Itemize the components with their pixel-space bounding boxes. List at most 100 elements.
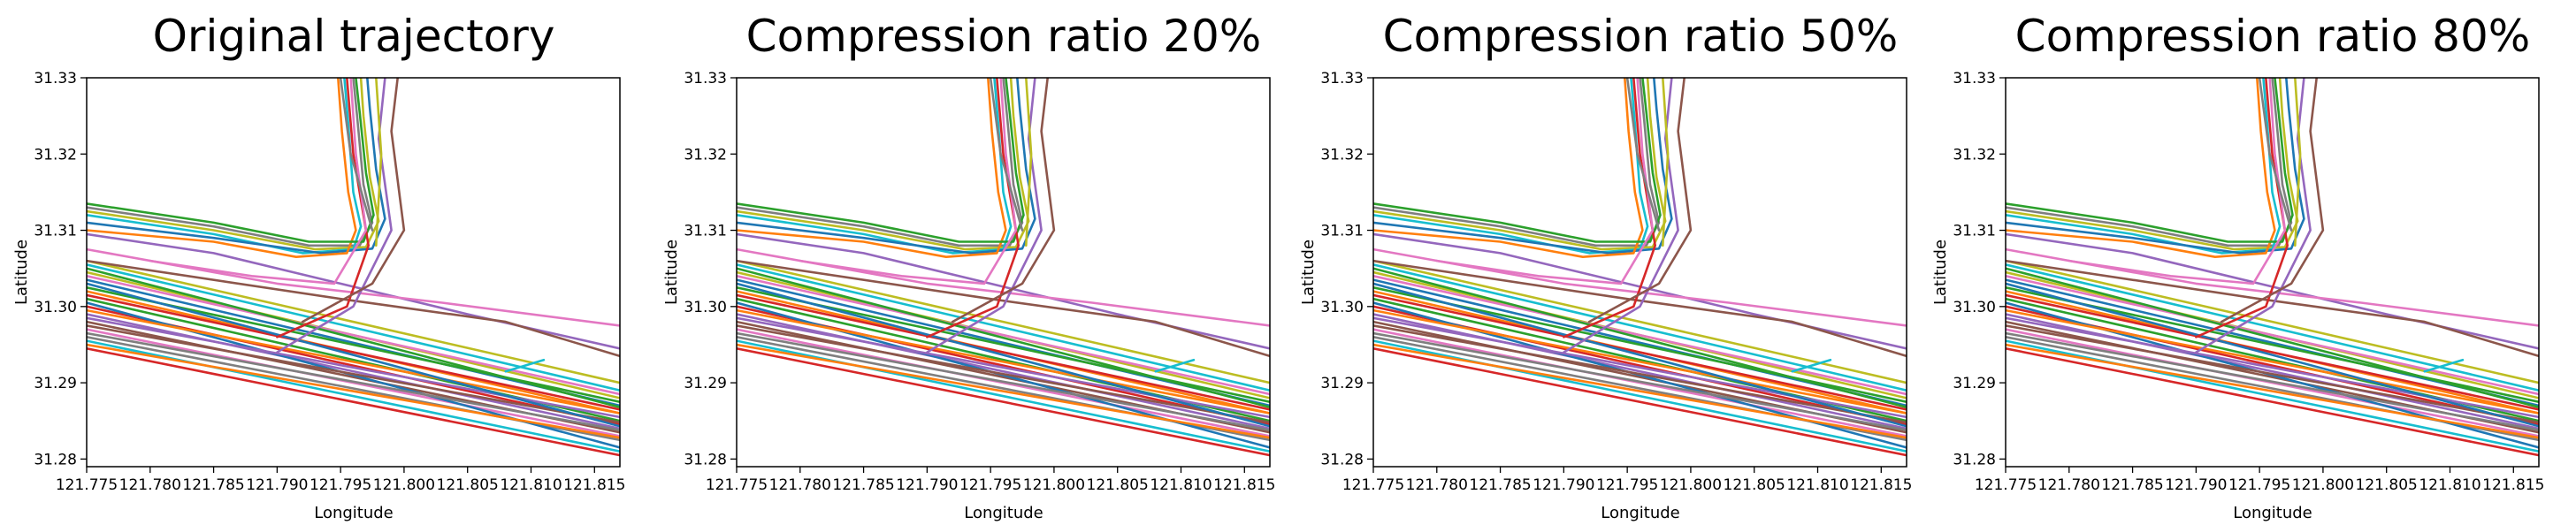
x-tick-label: 121.780 (769, 476, 831, 494)
plot-frame (1372, 77, 1907, 468)
y-tick-label: 31.28 (1953, 451, 1996, 468)
chart-panel-2: Compression ratio 20% Longitude Latitude… (662, 11, 1275, 522)
trajectory-line-t16 (737, 324, 1270, 424)
x-axis-label: Longitude (2233, 504, 2312, 522)
y-tick-label: 31.29 (1320, 375, 1364, 392)
trajectory-line-t39 (2294, 78, 2302, 247)
y-tick-label: 31.31 (1953, 223, 1996, 240)
chart-title: Compression ratio 50% (1383, 11, 1899, 62)
trajectory-line-t22 (2006, 343, 2539, 439)
x-tick-label: 121.810 (1150, 476, 1212, 494)
x-tick-label: 121.780 (119, 476, 181, 494)
trajectory-line-t29 (2006, 78, 2299, 251)
x-tick-label: 121.790 (246, 476, 308, 494)
trajectory-lines (2006, 78, 2539, 457)
trajectory-line-t34 (926, 78, 1020, 339)
x-tick-label: 121.805 (1087, 476, 1149, 494)
trajectory-line-t31 (87, 78, 386, 255)
trajectory-line-t36 (951, 78, 1056, 323)
y-tick-label: 31.30 (684, 299, 727, 316)
x-tick-label: 121.785 (1469, 476, 1531, 494)
trajectory-line-t12 (737, 308, 1270, 415)
x-tick-label: 121.810 (2419, 476, 2480, 494)
x-tick-label: 121.795 (1596, 476, 1658, 494)
x-tick-label: 121.775 (1342, 476, 1404, 494)
y-tick-label: 31.33 (34, 70, 77, 88)
trajectory-line-t38 (339, 78, 374, 232)
x-tick-label: 121.815 (563, 476, 625, 494)
trajectory-lines (87, 78, 620, 457)
y-tick-label: 31.31 (684, 223, 727, 240)
x-tick-label: 121.785 (182, 476, 244, 494)
trajectory-line-t38 (2258, 78, 2293, 232)
trajectory-line-t19 (87, 259, 620, 384)
x-tick-label: 121.790 (2165, 476, 2227, 494)
trajectory-line-t24 (87, 347, 620, 457)
y-tick-label: 31.29 (684, 375, 727, 392)
x-tick-label: 121.775 (56, 476, 118, 494)
y-tick-label: 31.31 (34, 223, 77, 240)
plot-frame (86, 77, 621, 468)
trajectory-line-t24 (2006, 347, 2539, 457)
chart-panel-4: Compression ratio 80% Longitude Latitude… (1931, 11, 2544, 522)
y-tick-label: 31.30 (1320, 299, 1364, 316)
x-tick-label: 121.795 (2228, 476, 2290, 494)
trajectory-line-t12 (2006, 308, 2539, 415)
trajectory-line-t21 (87, 282, 620, 428)
y-axis-label: Latitude (12, 240, 31, 305)
trajectory-line-t14 (737, 293, 1270, 411)
trajectory-line-t40 (1154, 358, 1196, 373)
chart-panel-1: Original trajectory Longitude Latitude 1… (12, 11, 625, 522)
trajectory-line-t10 (2006, 263, 2539, 392)
trajectory-line-t19 (737, 259, 1270, 384)
trajectory-line-t34 (1563, 78, 1656, 339)
trajectory-line-t17 (1373, 275, 1907, 396)
trajectory-line-t36 (1587, 78, 1693, 323)
trajectory-line-t26 (2006, 259, 2539, 358)
trajectory-line-t5 (737, 313, 1270, 430)
trajectory-line-t29 (87, 78, 380, 251)
trajectory-line-t26 (1373, 259, 1907, 358)
x-tick-label: 121.795 (310, 476, 371, 494)
trajectory-line-t29 (1373, 78, 1667, 251)
trajectory-line-t23 (737, 267, 1270, 408)
trajectory-line-t33 (737, 78, 1025, 243)
x-tick-label: 121.800 (373, 476, 435, 494)
trajectory-line-t31 (1373, 78, 1673, 255)
trajectory-line-t24 (1373, 347, 1907, 457)
plot-frame (736, 77, 1271, 468)
x-tick-label: 121.815 (1850, 476, 1912, 494)
trajectory-line-t12 (87, 308, 620, 415)
trajectory-line-t22 (1373, 343, 1907, 439)
trajectory-line-t36 (2220, 78, 2325, 323)
trajectory-line-t33 (1373, 78, 1662, 243)
trajectory-line-t19 (2006, 259, 2539, 384)
trajectory-line-t32 (2006, 78, 2276, 258)
y-tick-label: 31.33 (684, 70, 727, 88)
x-tick-label: 121.805 (1724, 476, 1785, 494)
x-tick-label: 121.790 (1533, 476, 1594, 494)
trajectory-line-t32 (87, 78, 357, 258)
trajectory-line-t34 (2195, 78, 2289, 339)
trajectory-line-t31 (2006, 78, 2305, 255)
trajectory-line-t40 (2423, 358, 2465, 373)
trajectory-line-t39 (375, 78, 383, 247)
y-tick-label: 31.28 (1320, 451, 1364, 468)
x-axis-label: Longitude (1601, 504, 1680, 522)
trajectory-line-t21 (737, 282, 1270, 428)
trajectory-line-t37 (149, 78, 368, 285)
x-tick-label: 121.775 (1975, 476, 2037, 494)
chart-title: Original trajectory (153, 11, 555, 62)
trajectory-line-t10 (1373, 263, 1907, 392)
trajectory-line-t22 (737, 343, 1270, 439)
trajectory-line-t32 (737, 78, 1007, 258)
trajectory-line-t37 (1435, 78, 1655, 285)
trajectory-line-t35 (276, 78, 393, 354)
y-tick-label: 31.31 (1320, 223, 1364, 240)
trajectory-line-t18 (2006, 331, 2539, 431)
y-axis-label: Latitude (1931, 240, 1950, 305)
x-tick-label: 121.805 (437, 476, 499, 494)
trajectory-line-t26 (737, 259, 1270, 358)
y-axis-label: Latitude (1299, 240, 1318, 305)
